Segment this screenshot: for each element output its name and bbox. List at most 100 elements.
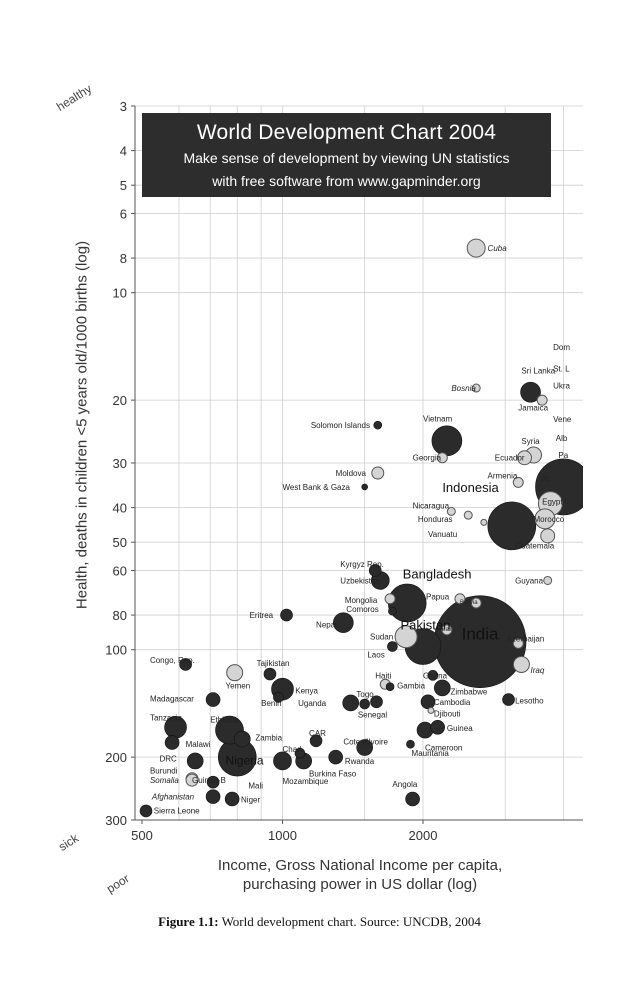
point-label: Vene [553,415,572,424]
point-label: Afghanistan [151,793,195,802]
bubble-point [186,752,204,770]
bubble-point [512,476,524,488]
point-label: Kenya [295,686,318,695]
bubble-point [185,773,199,787]
bubble-point [394,625,418,649]
point-label: Ecuador [495,454,525,463]
point-label: Honduras [418,515,453,524]
chart-title: World Development Chart 2004 [196,121,497,144]
bubble-point [179,658,192,671]
point-label: Vanuatu [428,530,457,539]
bubble-point [388,606,397,616]
chart-subtitle-line-1: Make sense of development by viewing UN … [183,150,510,166]
point-label: Cote d'Ivoire [343,738,388,747]
point-label: Senegal [358,711,388,720]
figure-caption-text: World development chart. Source: UNCDB, … [221,914,481,929]
bubble-point [309,734,323,748]
point-label: Togo [356,690,374,699]
point-label: Bosnia [451,384,476,393]
bubble-point [373,420,383,430]
point-label: Guatemala [515,541,555,550]
point-label: Syria [521,437,540,446]
point-label: Pa [558,451,568,460]
point-label: Kyrgyz Rep. [340,560,384,569]
bubble-point [480,518,488,526]
point-label: Zimbabwe [450,688,487,697]
bubble-point [273,751,292,771]
point-label: Chad [283,745,302,754]
point-label: Guyana [515,576,544,585]
point-label: CAR [309,729,326,738]
point-label: Nicaragua [413,502,450,511]
y-tick-label: 80 [113,608,127,623]
x-tick-label: 1000 [268,828,297,843]
point-label: St. L [553,364,570,373]
y-tick-label: 5 [120,178,127,193]
bubble-point [536,394,548,406]
point-label: Comoros [346,605,378,614]
bubble-point [359,698,370,710]
point-label: Mali [440,627,451,633]
bubble-point [384,593,396,605]
figure-caption: Figure 1.1: World development chart. Sou… [0,914,639,930]
bubble-point [361,483,368,491]
bubble-point [387,641,398,652]
point-label: Mozambique [283,777,329,786]
y-tick-label: 40 [113,501,127,516]
point-label: Egypt [542,498,563,507]
x-axis-title-line-1: Income, Gross National Income per capita… [217,857,503,874]
bubble-point [520,381,541,403]
point-label: Sierra Leone [154,806,200,815]
point-label: Lesotho [515,697,544,706]
point-label: Madagascar [150,694,194,703]
y-tick-label: 10 [113,286,127,301]
point-label: Yemen [226,682,251,691]
point-label: Alb [556,434,568,443]
point-label: Nigeria [226,754,264,768]
x-axis-title: Income, Gross National Income per capita… [150,856,570,894]
point-label: Ethiopia [210,716,239,725]
y-tick-label: 6 [120,206,127,221]
bubble-point [436,452,448,464]
point-label: Malawi [186,740,211,749]
point-label: Benin [261,699,281,708]
bubble-point [470,597,482,609]
bubble-point [430,720,445,735]
point-label: Somalia [150,776,179,785]
bubble-point [534,508,556,530]
point-label: Mali [248,781,263,790]
y-tick-label: 3 [120,99,127,114]
point-label: Burundi [150,766,178,775]
bubble-point [434,679,451,697]
y-tick-label: 20 [113,393,127,408]
bubble-point [427,706,435,714]
point-label: Bangladesh [403,567,472,582]
point-label: Ukra [553,382,570,391]
point-label: Nepal [316,620,337,629]
bubble-point [454,593,466,605]
point-label: DRC [159,755,177,764]
point-label: Tanzania [150,714,183,723]
point-label: West Bank & Gaza [283,483,351,492]
bubble-point [405,791,420,807]
point-label: Congo, Rep. [150,656,195,665]
bubble-point [356,739,373,756]
bubble-point [263,667,277,681]
point-label: Cambodia [434,698,471,707]
point-label: Moldova [336,469,367,478]
bubble-point [446,506,456,516]
chart-subtitle-line-2: with free software from www.gapminder.or… [212,173,481,189]
point-label: Cuba [488,244,508,253]
bubble-point [471,383,481,393]
point-label: Zambia [255,733,282,742]
bubble-point [224,791,240,807]
point-label: Dom [553,343,570,352]
bubble-point [463,510,473,520]
bubble-point [371,466,385,480]
point-label: Angola [392,780,417,789]
point-label: Papua [426,593,450,602]
point-label: India [462,625,499,644]
bubble-point [280,608,293,622]
point-label: Bolivia [460,600,478,606]
bubble-point [431,425,463,457]
